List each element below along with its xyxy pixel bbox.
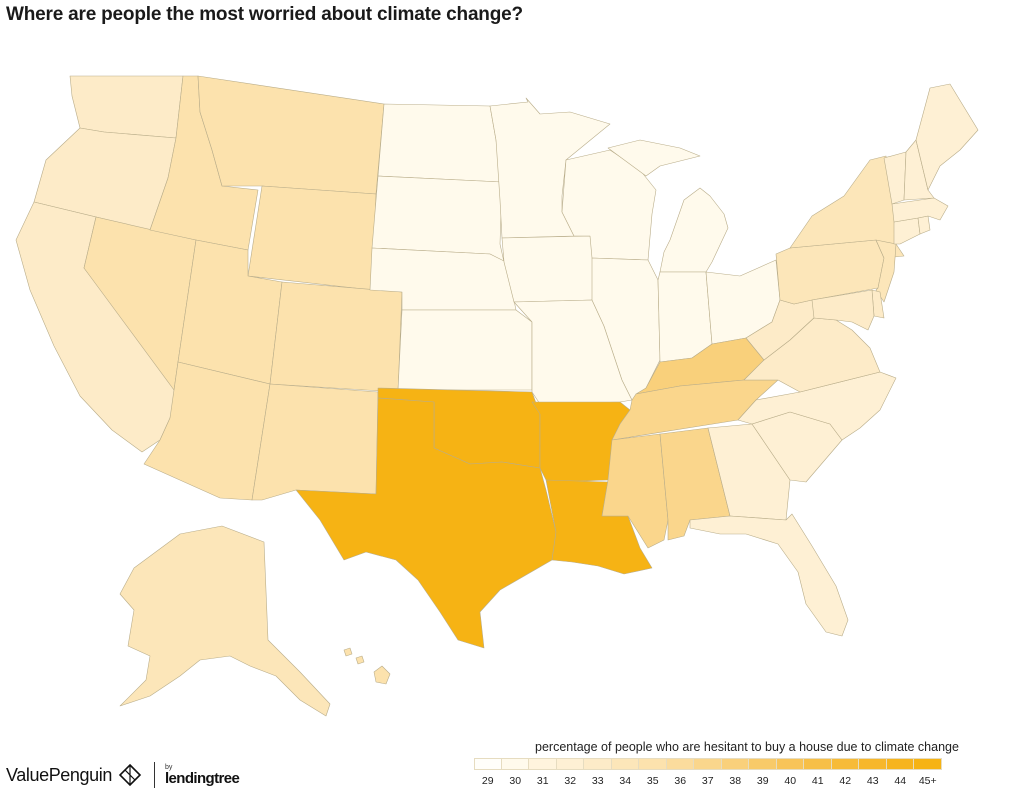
state-montana[interactable]: Montana <box>197 75 385 195</box>
legend-swatch-30 <box>501 758 529 770</box>
brand-footer: ValuePenguin by lendingtree <box>6 762 240 788</box>
legend-label: 43 <box>866 775 879 787</box>
legend-swatch-35 <box>639 758 667 770</box>
legend-label: 29 <box>481 775 494 787</box>
legend-swatch-38 <box>721 758 749 770</box>
legend-label: 32 <box>564 775 577 787</box>
state-alaska[interactable]: Alaska <box>119 525 331 717</box>
state-maine[interactable]: Maine <box>915 83 979 191</box>
state-north-dakota[interactable]: North Dakota <box>377 103 503 183</box>
legend-color-scale <box>474 758 942 770</box>
legend-swatch-34 <box>611 758 639 770</box>
legend-label: 31 <box>536 775 549 787</box>
legend-swatch-41 <box>804 758 832 770</box>
state-hawaii[interactable]: Hawaii <box>343 647 391 685</box>
state-minnesota[interactable]: Minnesota <box>489 97 611 239</box>
state-texas[interactable]: Texas <box>295 397 557 649</box>
state-connecticut[interactable]: Connecticut <box>893 217 921 245</box>
legend-label: 33 <box>591 775 604 787</box>
legend-label: 37 <box>701 775 714 787</box>
legend-label: 38 <box>729 775 742 787</box>
brand-divider <box>153 762 155 788</box>
state-massachusetts[interactable]: Massachusetts <box>891 197 949 223</box>
legend-label: 35 <box>646 775 659 787</box>
legend-swatch-32 <box>556 758 584 770</box>
state-florida[interactable]: Florida <box>689 513 849 637</box>
state-washington[interactable]: Washington <box>69 75 184 139</box>
state-kansas[interactable]: Kansas <box>397 309 533 391</box>
legend-label: 40 <box>784 775 797 787</box>
state-michigan[interactable]: Michigan <box>607 139 729 273</box>
legend-label: 42 <box>839 775 852 787</box>
penguin-logo-icon <box>118 763 142 787</box>
legend-label: 39 <box>756 775 769 787</box>
legend-swatch-36 <box>666 758 694 770</box>
state-new-mexico[interactable]: New Mexico <box>251 383 379 501</box>
legend-label: 34 <box>619 775 632 787</box>
legend-label: 30 <box>509 775 522 787</box>
partner-prefix: by <box>164 764 173 771</box>
brand-name: ValuePenguin <box>6 764 112 785</box>
state-indiana[interactable]: Indiana <box>657 271 713 363</box>
partner-logo: by lendingtree <box>164 764 240 787</box>
legend-swatch-44 <box>886 758 914 770</box>
state-rhode-island[interactable]: Rhode Island <box>917 215 931 235</box>
legend-swatch-29 <box>474 758 502 770</box>
state-georgia[interactable]: Georgia <box>707 423 791 521</box>
legend-swatch-40 <box>776 758 804 770</box>
state-iowa[interactable]: Iowa <box>501 235 605 303</box>
legend-swatch-45-plus <box>914 758 942 770</box>
state-colorado[interactable]: Colorado <box>269 281 403 393</box>
legend-swatch-43 <box>859 758 887 770</box>
state-wyoming[interactable]: Wyoming <box>247 185 377 291</box>
map-title: Where are people the most worried about … <box>6 4 523 25</box>
legend-label: 45+ <box>918 775 937 787</box>
legend-labels: 29 30 31 32 33 34 35 36 37 38 39 40 41 42 43 44 45+ <box>474 775 942 787</box>
us-choropleth-map: Washington Oregon California Nevada Idah… <box>15 75 979 717</box>
legend-swatch-37 <box>694 758 722 770</box>
legend-swatch-33 <box>584 758 612 770</box>
legend-swatch-39 <box>749 758 777 770</box>
legend-label: 44 <box>894 775 907 787</box>
legend-label: 41 <box>811 775 824 787</box>
partner-name: lendingtree <box>164 770 240 787</box>
legend-title: percentage of people who are hesitant to… <box>535 740 959 754</box>
legend-label: 36 <box>674 775 687 787</box>
legend-swatch-42 <box>831 758 859 770</box>
state-maryland[interactable]: Maryland <box>811 289 875 331</box>
legend-swatch-31 <box>529 758 557 770</box>
